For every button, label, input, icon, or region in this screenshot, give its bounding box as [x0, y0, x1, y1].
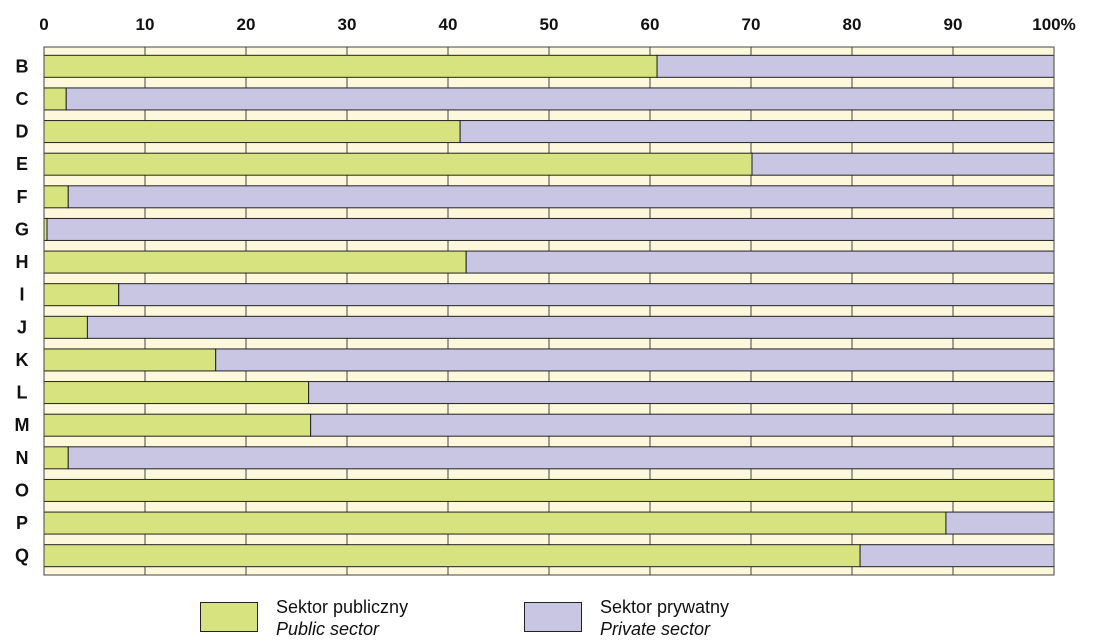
bar-private: [459, 120, 1055, 144]
category-label: B: [16, 56, 29, 76]
legend-item-private: Sektor prywatny Private sector: [524, 596, 729, 640]
x-tick-label: 30: [338, 15, 357, 34]
bar-public: [43, 413, 312, 437]
category-label: I: [19, 285, 24, 305]
x-tick-label: 0: [39, 15, 48, 34]
bar-public: [43, 283, 120, 307]
bar-private: [310, 413, 1055, 437]
x-tick-label: 10: [136, 15, 155, 34]
bar-public: [43, 185, 69, 209]
legend-swatch-private: [524, 602, 582, 632]
bar-private: [751, 152, 1055, 176]
legend-label-private-pl: Sektor prywatny: [600, 597, 730, 617]
category-label: Q: [15, 546, 29, 566]
bar-public: [43, 250, 467, 274]
bar-public: [43, 348, 217, 372]
category-label: H: [16, 252, 29, 272]
bar-private: [308, 381, 1055, 405]
category-label: N: [16, 448, 29, 468]
bar-private: [859, 544, 1055, 568]
category-label: C: [16, 89, 29, 109]
bar-private: [65, 87, 1055, 111]
bar-private: [656, 54, 1055, 78]
bar-private: [465, 250, 1055, 274]
bar-private: [67, 446, 1055, 470]
x-tick-label: 90: [944, 15, 963, 34]
category-label: F: [17, 187, 28, 207]
x-tick-label: 60: [641, 15, 660, 34]
bar-private: [67, 185, 1055, 209]
category-label: G: [15, 219, 29, 239]
x-tick-label: 70: [742, 15, 761, 34]
bar-private: [215, 348, 1055, 372]
category-label: J: [17, 317, 27, 337]
bar-public: [43, 544, 861, 568]
bar-public: [43, 381, 310, 405]
bar-public: [43, 120, 461, 144]
bar-private: [118, 283, 1055, 307]
bar-public: [43, 511, 947, 535]
category-label: M: [15, 415, 30, 435]
category-label: K: [16, 350, 29, 370]
x-tick-label: 100%: [1032, 15, 1075, 34]
x-tick-label: 50: [540, 15, 559, 34]
bar-private: [46, 217, 1055, 241]
category-label: L: [17, 383, 28, 403]
x-tick-label: 80: [843, 15, 862, 34]
bar-public: [43, 446, 69, 470]
bar-public: [43, 478, 1055, 502]
x-tick-label: 40: [439, 15, 458, 34]
x-tick-label: 20: [237, 15, 256, 34]
plot-border: [43, 46, 1055, 576]
legend-item-public: Sektor publiczny Public sector: [200, 596, 408, 640]
category-label: O: [15, 480, 29, 500]
bar-public: [43, 54, 658, 78]
legend-swatch-public: [200, 602, 258, 632]
bar-private: [86, 315, 1055, 339]
legend-label-private-en: Private sector: [600, 619, 711, 639]
category-label: D: [16, 122, 29, 142]
category-label: E: [16, 154, 28, 174]
legend-label-public-en: Public sector: [276, 619, 380, 639]
bar-public: [43, 152, 753, 176]
bar-private: [945, 511, 1055, 535]
bar-public: [43, 87, 67, 111]
bar-public: [43, 315, 88, 339]
category-label: P: [16, 513, 28, 533]
legend-label-public-pl: Sektor publiczny: [276, 597, 409, 617]
